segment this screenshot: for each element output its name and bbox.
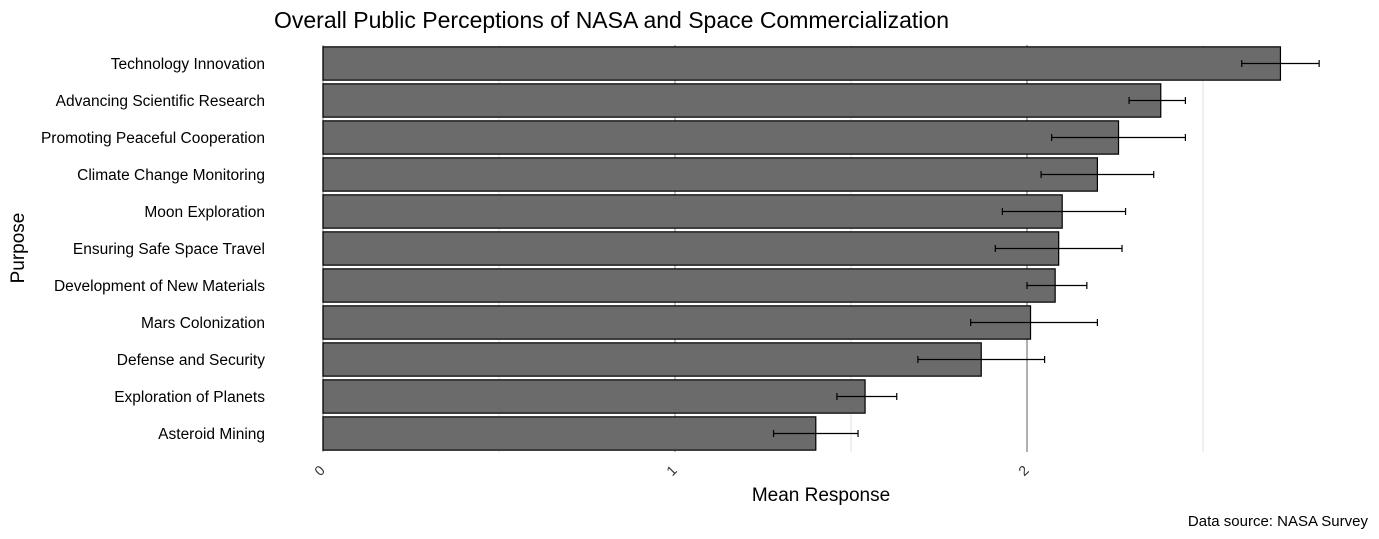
bar xyxy=(322,83,1162,118)
error-bar xyxy=(1128,97,1187,104)
bar xyxy=(322,379,866,414)
bar xyxy=(322,416,817,451)
error-bar xyxy=(917,356,1046,363)
bar xyxy=(322,305,1032,340)
chart-title: Overall Public Perceptions of NASA and S… xyxy=(274,7,949,33)
category-label: Mars Colonization xyxy=(141,315,265,332)
data-source-caption: Data source: NASA Survey xyxy=(1188,513,1369,530)
category-label: Exploration of Planets xyxy=(114,389,265,406)
error-bar xyxy=(772,430,859,437)
category-label: Development of New Materials xyxy=(54,278,265,295)
category-label: Moon Exploration xyxy=(144,204,265,221)
x-tick-labels: 0 1 2 xyxy=(311,462,1032,479)
y-axis-title: Purpose xyxy=(8,213,29,284)
x-tick-label: 1 xyxy=(663,462,680,479)
bars xyxy=(322,46,1282,451)
x-tick-label: 0 xyxy=(311,462,328,479)
error-bar xyxy=(970,319,1099,326)
bar xyxy=(322,268,1056,303)
category-label: Technology Innovation xyxy=(111,56,265,73)
category-labels: Technology Innovation Advancing Scientifi… xyxy=(41,56,265,443)
error-bar xyxy=(836,393,898,400)
x-axis-title: Mean Response xyxy=(752,485,890,506)
x-tick-label: 2 xyxy=(1015,462,1032,479)
bar xyxy=(322,157,1099,192)
category-label: Ensuring Safe Space Travel xyxy=(73,241,265,258)
bar xyxy=(322,194,1063,229)
error-bar xyxy=(1026,282,1088,289)
bar xyxy=(322,120,1120,155)
error-bar xyxy=(1040,171,1155,178)
category-label: Climate Change Monitoring xyxy=(77,167,265,184)
bar xyxy=(322,231,1060,266)
bar xyxy=(322,342,982,377)
error-bar xyxy=(994,245,1123,252)
category-label: Defense and Security xyxy=(117,352,265,369)
category-label: Advancing Scientific Research xyxy=(56,93,265,110)
bar xyxy=(322,46,1282,81)
error-bar xyxy=(1051,134,1187,141)
category-label: Promoting Peaceful Cooperation xyxy=(41,130,265,147)
category-label: Asteroid Mining xyxy=(158,426,265,443)
error-bar xyxy=(1241,60,1320,67)
error-bar xyxy=(1001,208,1127,215)
error-bars xyxy=(772,60,1320,437)
